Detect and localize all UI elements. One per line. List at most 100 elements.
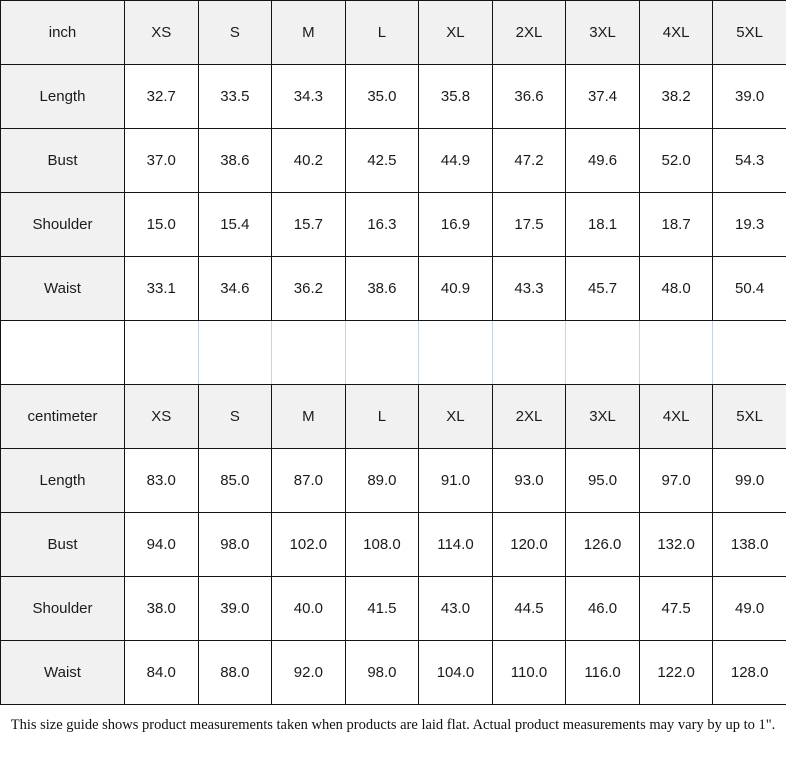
- size-header-4xl: 4XL: [638, 0, 714, 65]
- table-row: Length 83.0 85.0 87.0 89.0 91.0 93.0 95.0 97.0 99…: [0, 448, 786, 513]
- value-waist-l-centimeter: 98.0: [344, 640, 420, 705]
- value-length-m-inch: 34.3: [271, 64, 346, 129]
- value-bust-m-centimeter: 102.0: [271, 512, 346, 577]
- value-shoulder-s-centimeter: 39.0: [197, 576, 273, 641]
- unit-label-centimeter: centimeter: [0, 384, 125, 449]
- value-bust-xl-inch: 44.9: [418, 128, 493, 193]
- value-waist-xs-centimeter: 84.0: [124, 640, 199, 705]
- value-shoulder-m-centimeter: 40.0: [271, 576, 346, 641]
- value-shoulder-2xl-centimeter: 44.5: [491, 576, 567, 641]
- size-header-l: L: [344, 384, 420, 449]
- row-label-waist-inch: Waist: [0, 256, 125, 321]
- table-row: Shoulder 38.0 39.0 40.0 41.5 43.0 44.5 46.0 47.5…: [0, 576, 786, 641]
- table-spacer-label-cell: [0, 320, 125, 385]
- row-label-bust-inch: Bust: [0, 128, 125, 193]
- table-row: Bust 37.0 38.6 40.2 42.5 44.9 47.2 49.6 52.0 54.3: [0, 128, 786, 193]
- size-header-5xl: 5XL: [712, 0, 786, 65]
- value-shoulder-4xl-inch: 18.7: [638, 192, 714, 257]
- value-bust-s-inch: 38.6: [197, 128, 273, 193]
- value-shoulder-m-inch: 15.7: [271, 192, 346, 257]
- size-header-3xl: 3XL: [565, 384, 640, 449]
- value-bust-3xl-inch: 49.6: [565, 128, 640, 193]
- value-length-3xl-inch: 37.4: [565, 64, 640, 129]
- table-spacer-cell: [638, 320, 714, 385]
- value-waist-5xl-inch: 50.4: [712, 256, 786, 321]
- value-waist-m-inch: 36.2: [271, 256, 346, 321]
- value-bust-2xl-inch: 47.2: [491, 128, 567, 193]
- value-bust-xs-centimeter: 94.0: [124, 512, 199, 577]
- unit-header-row-inch: inch XS S M L XL 2XL 3XL 4XL 5XL: [0, 0, 786, 65]
- value-shoulder-2xl-inch: 17.5: [491, 192, 567, 257]
- value-length-xl-inch: 35.8: [418, 64, 493, 129]
- value-shoulder-l-inch: 16.3: [344, 192, 420, 257]
- row-label-shoulder-inch: Shoulder: [0, 192, 125, 257]
- value-waist-5xl-centimeter: 128.0: [712, 640, 786, 705]
- table-spacer-cell: [491, 320, 567, 385]
- size-header-xs: XS: [124, 384, 199, 449]
- size-header-s: S: [197, 0, 273, 65]
- size-header-m: M: [271, 384, 346, 449]
- row-label-length-centimeter: Length: [0, 448, 125, 513]
- row-label-bust-centimeter: Bust: [0, 512, 125, 577]
- size-header-m: M: [271, 0, 346, 65]
- table-spacer-row: [0, 320, 786, 385]
- value-waist-xs-inch: 33.1: [124, 256, 199, 321]
- table-spacer-cell: [565, 320, 640, 385]
- value-shoulder-4xl-centimeter: 47.5: [638, 576, 714, 641]
- size-header-s: S: [197, 384, 273, 449]
- size-guide-footer-note: This size guide shows product measuremen…: [0, 705, 786, 743]
- value-bust-l-centimeter: 108.0: [344, 512, 420, 577]
- value-shoulder-5xl-centimeter: 49.0: [712, 576, 786, 641]
- value-shoulder-xs-centimeter: 38.0: [124, 576, 199, 641]
- value-length-s-centimeter: 85.0: [197, 448, 273, 513]
- value-shoulder-3xl-centimeter: 46.0: [565, 576, 640, 641]
- value-length-3xl-centimeter: 95.0: [565, 448, 640, 513]
- value-bust-5xl-centimeter: 138.0: [712, 512, 786, 577]
- table-spacer-cell: [344, 320, 420, 385]
- table-spacer-cell: [418, 320, 493, 385]
- table-row: Bust 94.0 98.0 102.0 108.0 114.0 120.0 126.0 132…: [0, 512, 786, 577]
- table-row: Waist 33.1 34.6 36.2 38.6 40.9 43.3 45.7 48.0 50.…: [0, 256, 786, 321]
- table-spacer-cell: [712, 320, 786, 385]
- table-row: Waist 84.0 88.0 92.0 98.0 104.0 110.0 116.0 122.…: [0, 640, 786, 705]
- value-bust-2xl-centimeter: 120.0: [491, 512, 567, 577]
- size-header-xs: XS: [124, 0, 199, 65]
- table-spacer-cell: [271, 320, 346, 385]
- value-waist-3xl-inch: 45.7: [565, 256, 640, 321]
- value-length-5xl-inch: 39.0: [712, 64, 786, 129]
- row-label-length-inch: Length: [0, 64, 125, 129]
- value-bust-3xl-centimeter: 126.0: [565, 512, 640, 577]
- value-length-xs-centimeter: 83.0: [124, 448, 199, 513]
- value-length-4xl-centimeter: 97.0: [638, 448, 714, 513]
- size-header-3xl: 3XL: [565, 0, 640, 65]
- value-waist-2xl-centimeter: 110.0: [491, 640, 567, 705]
- value-bust-m-inch: 40.2: [271, 128, 346, 193]
- value-length-4xl-inch: 38.2: [638, 64, 714, 129]
- size-header-xl: XL: [418, 0, 493, 65]
- value-length-xs-inch: 32.7: [124, 64, 199, 129]
- table-row: Length 32.7 33.5 34.3 35.0 35.8 36.6 37.4 38.2 39…: [0, 64, 786, 129]
- size-header-xl: XL: [418, 384, 493, 449]
- row-label-waist-centimeter: Waist: [0, 640, 125, 705]
- value-length-m-centimeter: 87.0: [271, 448, 346, 513]
- value-waist-3xl-centimeter: 116.0: [565, 640, 640, 705]
- size-chart-table: inch XS S M L XL 2XL 3XL 4XL 5XL Length 32.7 33.5 34.…: [0, 0, 786, 705]
- table-row: Shoulder 15.0 15.4 15.7 16.3 16.9 17.5 18.1 18.7…: [0, 192, 786, 257]
- value-shoulder-3xl-inch: 18.1: [565, 192, 640, 257]
- value-shoulder-l-centimeter: 41.5: [344, 576, 420, 641]
- value-bust-5xl-inch: 54.3: [712, 128, 786, 193]
- value-bust-xl-centimeter: 114.0: [418, 512, 493, 577]
- value-shoulder-s-inch: 15.4: [197, 192, 273, 257]
- value-length-xl-centimeter: 91.0: [418, 448, 493, 513]
- row-label-shoulder-centimeter: Shoulder: [0, 576, 125, 641]
- value-shoulder-xs-inch: 15.0: [124, 192, 199, 257]
- size-header-l: L: [344, 0, 420, 65]
- value-length-l-inch: 35.0: [344, 64, 420, 129]
- value-waist-s-inch: 34.6: [197, 256, 273, 321]
- value-waist-s-centimeter: 88.0: [197, 640, 273, 705]
- value-bust-l-inch: 42.5: [344, 128, 420, 193]
- value-length-s-inch: 33.5: [197, 64, 273, 129]
- value-waist-xl-centimeter: 104.0: [418, 640, 493, 705]
- size-header-2xl: 2XL: [491, 384, 567, 449]
